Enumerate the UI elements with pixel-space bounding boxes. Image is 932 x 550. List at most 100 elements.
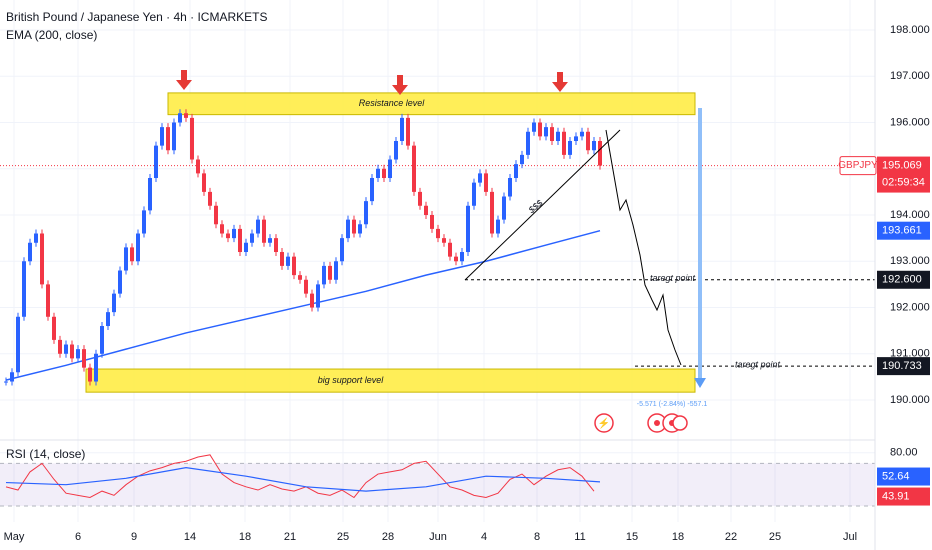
candle — [22, 261, 26, 317]
rsi-title: RSI (14, close) — [6, 447, 85, 461]
candle — [430, 215, 434, 229]
candle — [100, 326, 104, 354]
candle — [394, 141, 398, 160]
support-zone — [85, 368, 696, 393]
x-tick-label: 11 — [574, 531, 585, 543]
countdown: 02:59:34 — [882, 176, 925, 188]
candle — [472, 182, 476, 206]
candle — [52, 316, 56, 340]
candle — [532, 122, 536, 132]
candle — [478, 173, 482, 183]
candle — [580, 131, 584, 137]
candle — [70, 344, 74, 359]
candle — [208, 191, 212, 206]
x-tick-label: 6 — [75, 531, 81, 543]
candle — [286, 256, 290, 266]
x-tick-label: 8 — [534, 531, 540, 543]
x-tick-label: 9 — [131, 531, 137, 543]
candle — [388, 159, 392, 179]
candle — [442, 238, 446, 243]
candle — [160, 127, 164, 146]
candle — [382, 168, 386, 179]
candle — [280, 252, 284, 266]
ema-tag-label: 193.661 — [882, 225, 922, 237]
candle — [244, 242, 248, 253]
candle — [10, 372, 14, 382]
candle — [508, 178, 512, 197]
candle — [544, 127, 548, 137]
candle — [316, 284, 320, 308]
candle — [490, 191, 494, 234]
candle — [502, 196, 506, 220]
x-tick-label: Jul — [843, 531, 857, 543]
candle — [274, 238, 278, 253]
candle — [538, 122, 542, 137]
candle — [118, 270, 122, 294]
y-tick-label: 191.000 — [890, 348, 930, 360]
x-tick-label: 25 — [769, 531, 781, 543]
projection-path — [605, 129, 682, 366]
candle — [412, 145, 416, 192]
candle — [58, 339, 62, 354]
candle — [496, 219, 500, 234]
last-price: 195.069 — [882, 159, 922, 171]
indicator-label: EMA (200, close) — [6, 28, 97, 42]
y-tick-label: 194.000 — [890, 209, 930, 221]
candle — [514, 164, 518, 179]
candle — [406, 117, 410, 146]
symbol-tag — [839, 156, 877, 176]
candle — [172, 122, 176, 151]
candle — [592, 141, 596, 151]
candle — [454, 256, 458, 262]
rsi-tick-label: 80.00 — [890, 447, 918, 459]
x-tick-label: 4 — [481, 531, 487, 543]
x-tick-label: Jun — [429, 531, 447, 543]
candle — [484, 173, 488, 192]
candle — [166, 127, 170, 151]
candle — [262, 219, 266, 243]
candle — [124, 247, 128, 271]
candle — [556, 131, 560, 142]
candle — [196, 159, 200, 174]
x-tick-label: 15 — [626, 531, 638, 543]
rsi-value: 43.91 — [882, 490, 910, 502]
x-tick-label: May — [4, 531, 25, 543]
candle — [154, 145, 158, 179]
candle — [148, 178, 152, 211]
x-tick-label: 28 — [382, 531, 394, 543]
x-tick-label: 18 — [239, 531, 251, 543]
candle — [466, 205, 470, 253]
resistance-zone — [167, 92, 696, 116]
y-tick-label: 193.000 — [890, 255, 930, 267]
rsi-line — [5, 454, 595, 499]
ema-tag — [877, 221, 930, 240]
y-tick-label: 198.000 — [890, 24, 930, 36]
x-tick-label: 25 — [337, 531, 349, 543]
candle — [298, 275, 302, 280]
candle — [214, 205, 218, 225]
candle — [376, 168, 380, 179]
rsi-ma-line — [5, 467, 601, 492]
candle — [292, 256, 296, 276]
candle — [568, 141, 572, 155]
candle — [334, 261, 338, 280]
candle — [220, 224, 224, 234]
candle — [64, 344, 68, 354]
candle — [184, 113, 188, 118]
candle — [526, 131, 530, 155]
resistance-label: Resistance level — [359, 98, 426, 108]
candle — [268, 238, 272, 243]
y-tick-label: 197.000 — [890, 70, 930, 82]
candle — [94, 353, 98, 382]
rsi-ma-tag — [877, 467, 930, 486]
target-label: taregt point — [650, 273, 696, 283]
candle — [40, 233, 44, 285]
candle — [400, 117, 404, 142]
candle — [4, 381, 8, 383]
price-tag — [877, 156, 930, 193]
candle — [562, 131, 566, 155]
candle — [424, 205, 428, 216]
measure-arrowhead — [694, 378, 706, 388]
candle — [190, 117, 194, 160]
candle — [340, 238, 344, 262]
